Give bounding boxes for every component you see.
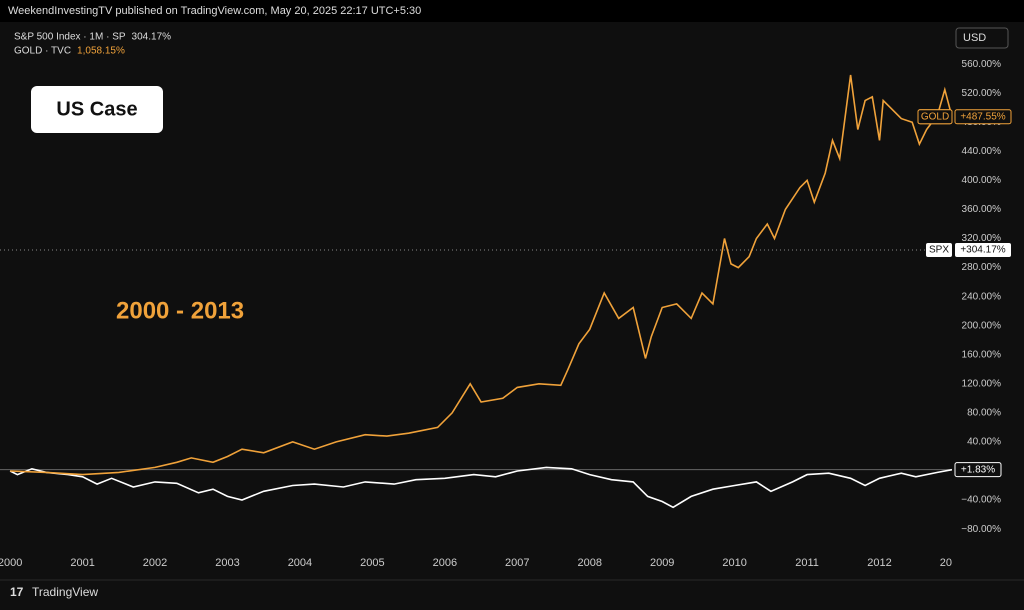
series-line [9, 466, 953, 509]
tag-box [954, 462, 1002, 478]
x-tick-label: 2002 [143, 557, 167, 569]
tag-label: +487.55% [960, 111, 1005, 122]
case-box [31, 86, 163, 133]
legend-value: 1,058.15% [77, 46, 125, 57]
x-tick-label: 2004 [288, 557, 312, 569]
series-line [10, 74, 953, 476]
x-tick-label: 2000 [0, 557, 22, 569]
x-tick-label: 2006 [433, 557, 457, 569]
y-tick-label: −40.00% [961, 495, 1001, 506]
y-tick-label: 440.00% [962, 146, 1002, 157]
x-tick-label: 2003 [215, 557, 239, 569]
y-tick-label: 360.00% [962, 204, 1002, 215]
x-tick-label: 2005 [360, 557, 384, 569]
legend-name: GOLD · TVC [14, 46, 71, 57]
x-tick-label: 2007 [505, 557, 529, 569]
brand: TradingView [32, 585, 98, 599]
currency: USD [963, 32, 986, 44]
y-tick-label: 320.00% [962, 233, 1002, 244]
plot: 2000 2001 2002 2003 2004 2005 2006 2007 2008 2009… [0, 74, 964, 569]
tag-name: GOLD [921, 111, 949, 122]
x-tick-label: 2008 [578, 557, 602, 569]
logo: 17 [10, 585, 24, 599]
y-tick-label: 560.00% [962, 59, 1002, 70]
legend-name: S&P 500 Index · 1M · SP [14, 32, 126, 43]
top-bar [0, 0, 1024, 22]
y-tick-label: 160.00% [962, 349, 1002, 360]
tag-box [955, 243, 1011, 258]
publisher: WeekendInvestingTV published on TradingV… [8, 5, 421, 17]
y-tick-label: 240.00% [962, 291, 1002, 302]
y-tick-label: −80.00% [961, 524, 1001, 535]
tag-label: +1.83% [961, 464, 995, 475]
y-tick-label: 520.00% [962, 88, 1002, 99]
x-tick-label: 2010 [722, 557, 746, 569]
footer [0, 580, 1024, 610]
x-tick-label: 2009 [650, 557, 674, 569]
y-tick-label: 40.00% [967, 437, 1001, 448]
y-tick-label: 280.00% [962, 262, 1002, 273]
y-tick-label: 120.00% [962, 378, 1002, 389]
tag-name-box [917, 109, 953, 125]
x-tick-label: 2012 [867, 557, 891, 569]
currency-box [955, 27, 1009, 49]
x-tick-label: 2011 [795, 557, 819, 569]
tag-box [954, 109, 1012, 125]
y-tick-label: 400.00% [962, 175, 1002, 186]
period-label: 2000 - 2013 [116, 297, 244, 324]
case-label: US Case [56, 98, 137, 120]
x-tick-label: 2001 [70, 557, 94, 569]
y-tick-label: 200.00% [962, 320, 1002, 331]
price-axis: USD −80.00% −40.00% 40.00% 80.00% 120.00% 160… [917, 22, 1024, 580]
tag-label: +304.17% [960, 245, 1005, 256]
overlay: US Case 2000 - 2013 [31, 86, 244, 324]
y-tick-label: 80.00% [967, 408, 1001, 419]
legend-value: 304.17% [132, 32, 172, 43]
tag-name-box [926, 243, 952, 258]
tag-name: SPX [929, 245, 949, 256]
